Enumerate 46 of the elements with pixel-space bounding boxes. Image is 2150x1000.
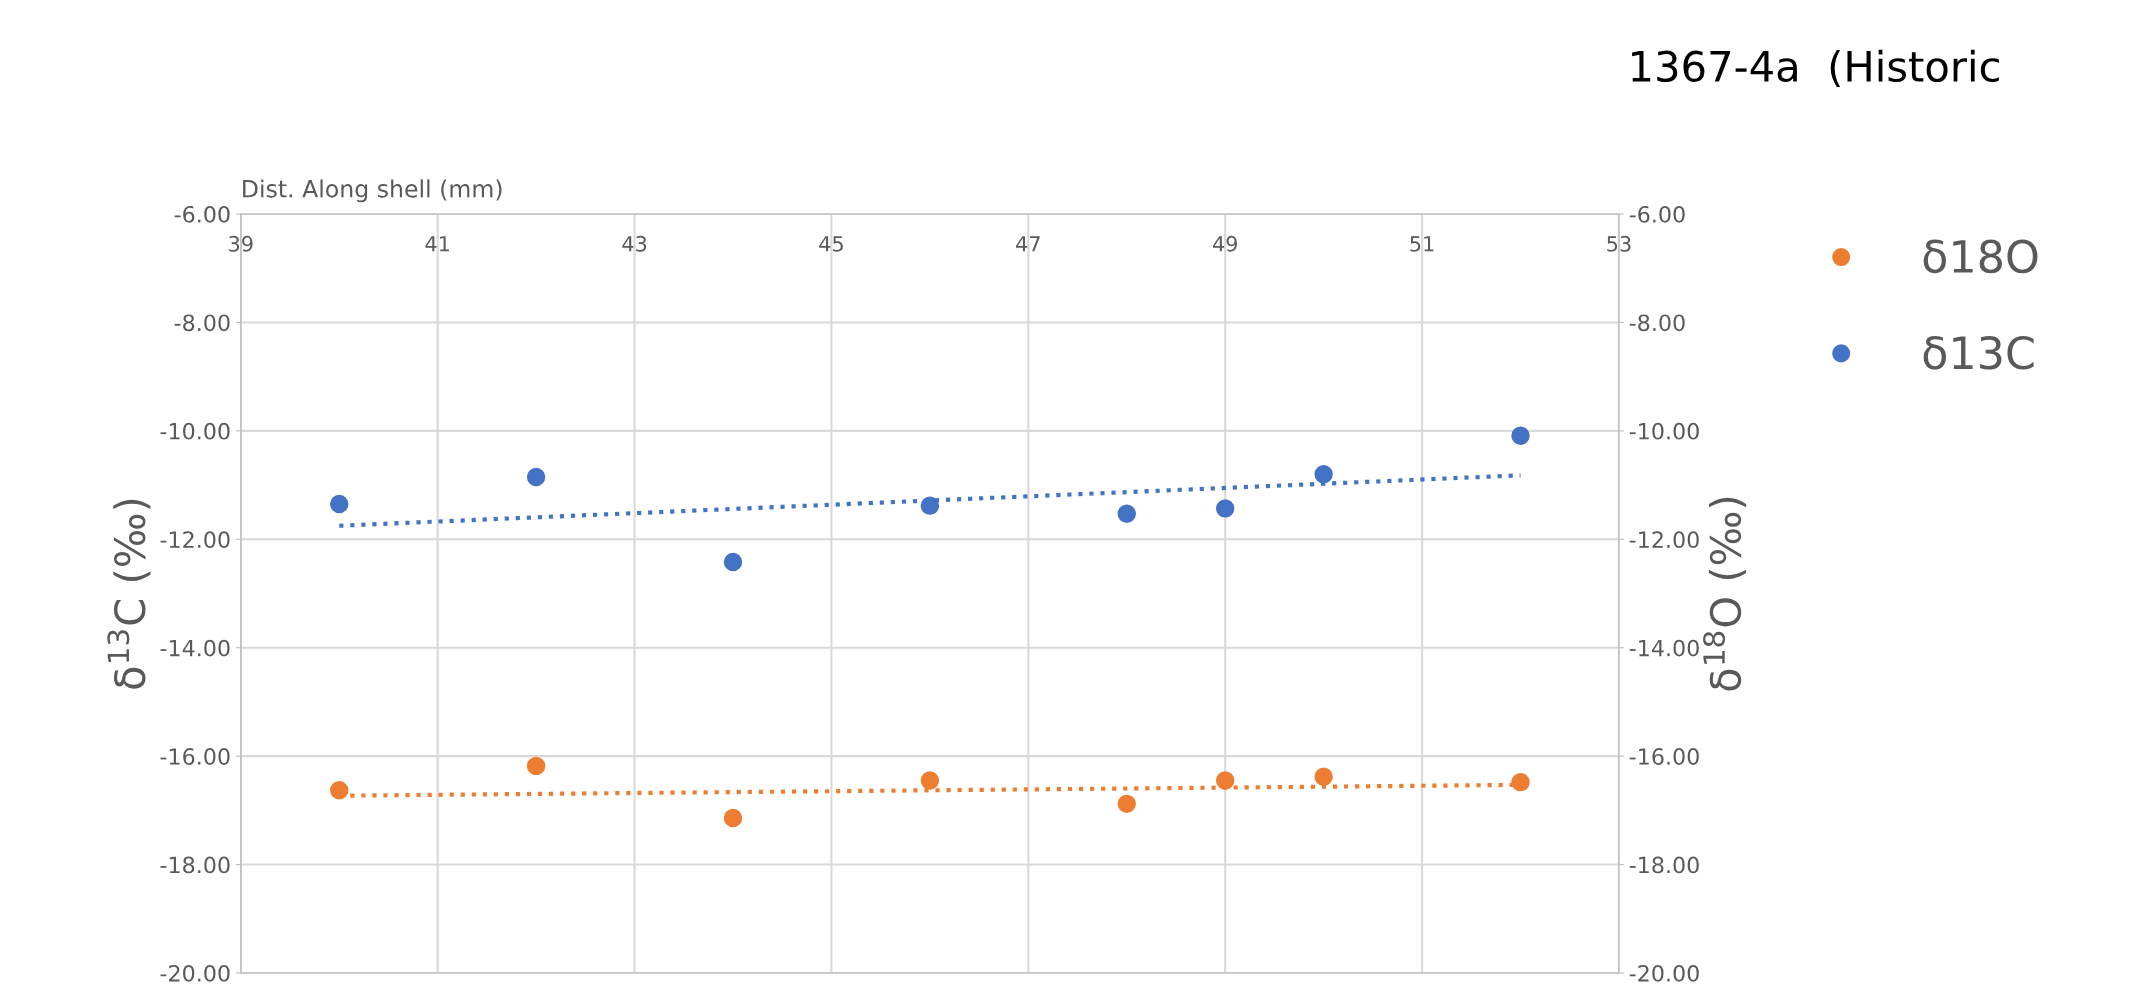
x-axis-title: Dist. Along shell (mm)	[243, 179, 502, 203]
point	[526, 756, 546, 776]
y2-tick-label: -20.00	[1629, 964, 1699, 982]
point	[330, 494, 349, 514]
y-tick-label: -14.00	[160, 639, 230, 657]
point	[920, 771, 940, 790]
y2-tick-label: -18.00	[1629, 856, 1699, 874]
x-tick-label: 41	[425, 236, 450, 252]
y-tick-label: -12.00	[160, 531, 230, 549]
point	[1215, 771, 1235, 790]
y-tick-label: -8.00	[174, 314, 230, 332]
x-tick-label: 49	[1212, 235, 1237, 252]
point	[1117, 794, 1136, 814]
y-axis-title: δ$^{13}$C (‰)	[107, 499, 151, 689]
point	[1117, 504, 1136, 524]
y-tick-label: -16.00	[160, 748, 230, 765]
legend-label: δ18O	[1923, 239, 2038, 274]
point	[1314, 767, 1333, 786]
text: 1367-4a (Historic	[1632, 49, 1999, 87]
point	[723, 552, 743, 572]
point	[1215, 499, 1235, 518]
x-tick-label: 43	[622, 235, 647, 252]
point	[526, 467, 546, 487]
x-tick-label: 47	[1016, 236, 1040, 252]
y2-axis-title: δ$^{18}$O (‰)	[1703, 497, 1747, 691]
point	[920, 496, 940, 515]
y-tick-label: -20.00	[160, 964, 230, 982]
y2-tick-label: -16.00	[1629, 748, 1699, 765]
y2-tick-label: -6.00	[1629, 205, 1685, 223]
point	[1511, 426, 1530, 445]
point	[1511, 772, 1530, 792]
x-tick-label: 45	[819, 236, 843, 252]
y2-tick-label: -10.00	[1629, 422, 1699, 440]
point	[723, 808, 743, 828]
x-tick-label: 53	[1607, 235, 1631, 252]
y-tick-label: -10.00	[160, 422, 230, 440]
y-tick-label: -6.00	[174, 205, 230, 223]
point	[330, 781, 349, 800]
y2-tick-label: -12.00	[1629, 531, 1699, 549]
x-tick-label: 51	[1410, 236, 1434, 252]
legend-label: δ13C	[1923, 335, 2034, 370]
y2-tick-label: -8.00	[1629, 314, 1685, 332]
x-tick-label: 39	[229, 235, 253, 252]
y-tick-label: -18.00	[160, 856, 230, 874]
point	[1314, 465, 1333, 484]
y2-tick-label: -14.00	[1629, 639, 1699, 657]
